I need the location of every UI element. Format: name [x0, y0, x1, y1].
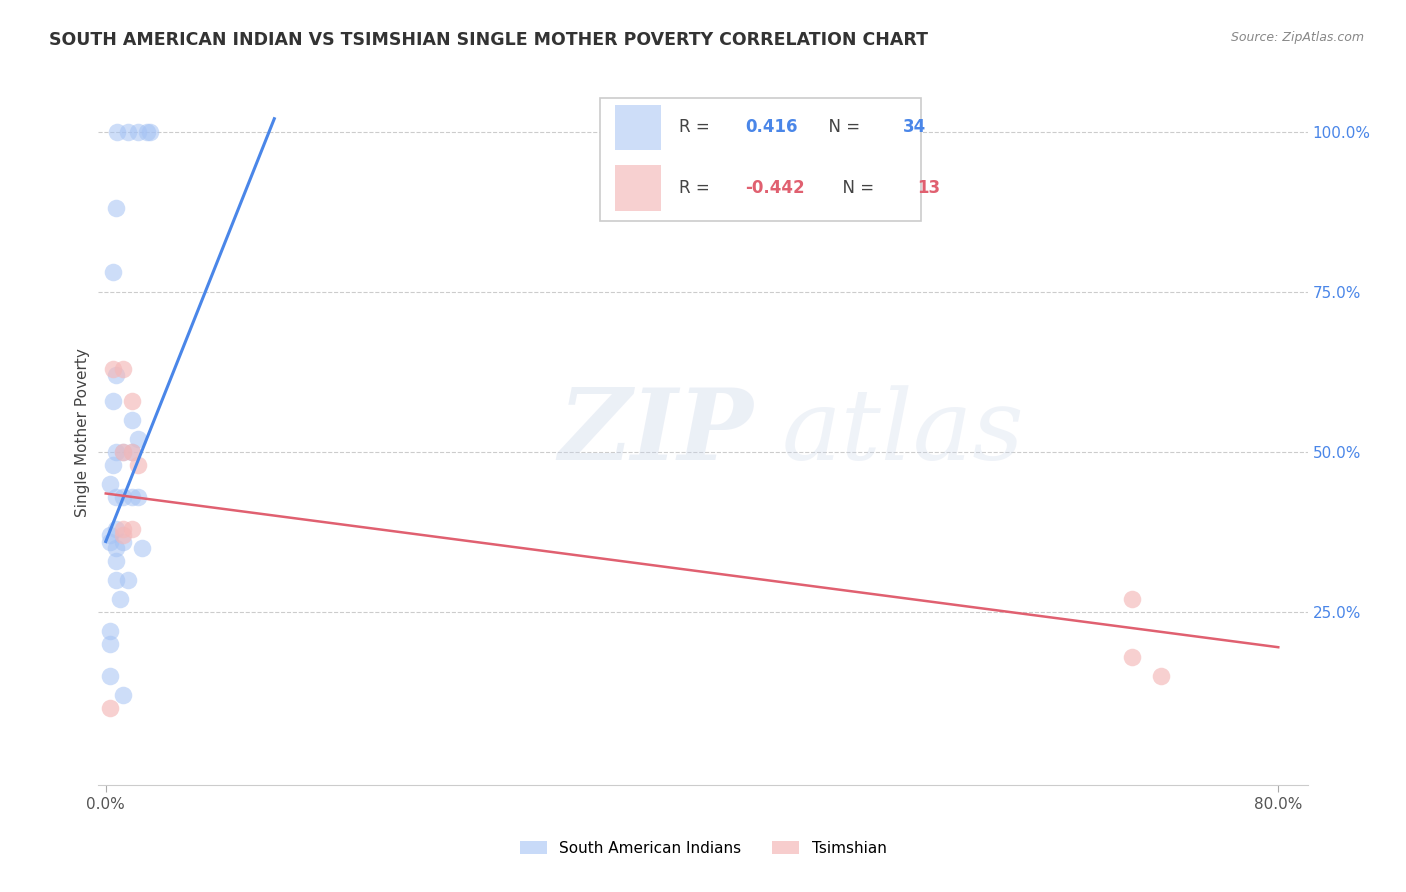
FancyBboxPatch shape: [614, 165, 661, 211]
Point: [105, 368, 128, 382]
Text: R =: R =: [679, 119, 714, 136]
Point: [105, 573, 128, 587]
Point: [105, 202, 128, 216]
Point: [121, 393, 143, 408]
Point: [117, 124, 139, 138]
Point: [105, 554, 128, 568]
Point: [112, 490, 135, 504]
Point: [127, 458, 149, 472]
Point: [107, 124, 129, 138]
Point: [1121, 649, 1143, 664]
Point: [105, 541, 128, 555]
Point: [135, 124, 157, 138]
Point: [1121, 592, 1143, 607]
Text: -0.442: -0.442: [745, 179, 806, 197]
Point: [105, 490, 128, 504]
Text: N =: N =: [832, 179, 880, 197]
Point: [105, 522, 128, 536]
Point: [112, 688, 135, 702]
Point: [98, 624, 121, 639]
Point: [121, 445, 143, 459]
Text: 0.416: 0.416: [745, 119, 797, 136]
Point: [112, 445, 135, 459]
Point: [131, 541, 153, 555]
Point: [98, 701, 121, 715]
Point: [98, 534, 121, 549]
Point: [112, 528, 135, 542]
Text: ZIP: ZIP: [558, 384, 752, 481]
Text: Source: ZipAtlas.com: Source: ZipAtlas.com: [1230, 31, 1364, 45]
Point: [121, 490, 143, 504]
Point: [110, 592, 132, 607]
Point: [127, 124, 149, 138]
Point: [127, 490, 149, 504]
Point: [138, 124, 160, 138]
Point: [121, 413, 143, 427]
FancyBboxPatch shape: [614, 104, 661, 151]
Point: [112, 534, 135, 549]
Point: [98, 476, 121, 491]
Point: [112, 522, 135, 536]
Text: R =: R =: [679, 179, 714, 197]
Point: [112, 445, 135, 459]
Text: N =: N =: [818, 119, 865, 136]
Text: 34: 34: [903, 119, 925, 136]
Point: [101, 361, 124, 376]
Text: 13: 13: [917, 179, 941, 197]
Point: [98, 528, 121, 542]
Point: [101, 458, 124, 472]
Y-axis label: Single Mother Poverty: Single Mother Poverty: [75, 348, 90, 517]
Legend: South American Indians, Tsimshian: South American Indians, Tsimshian: [513, 835, 893, 862]
Text: SOUTH AMERICAN INDIAN VS TSIMSHIAN SINGLE MOTHER POVERTY CORRELATION CHART: SOUTH AMERICAN INDIAN VS TSIMSHIAN SINGL…: [49, 31, 928, 49]
Point: [98, 637, 121, 651]
FancyBboxPatch shape: [600, 98, 921, 221]
Point: [121, 522, 143, 536]
Point: [105, 445, 128, 459]
Point: [112, 361, 135, 376]
Point: [101, 393, 124, 408]
Point: [127, 432, 149, 446]
Point: [1150, 669, 1173, 683]
Point: [101, 265, 124, 279]
Text: atlas: atlas: [782, 385, 1025, 480]
Point: [98, 669, 121, 683]
Point: [121, 445, 143, 459]
Point: [117, 573, 139, 587]
